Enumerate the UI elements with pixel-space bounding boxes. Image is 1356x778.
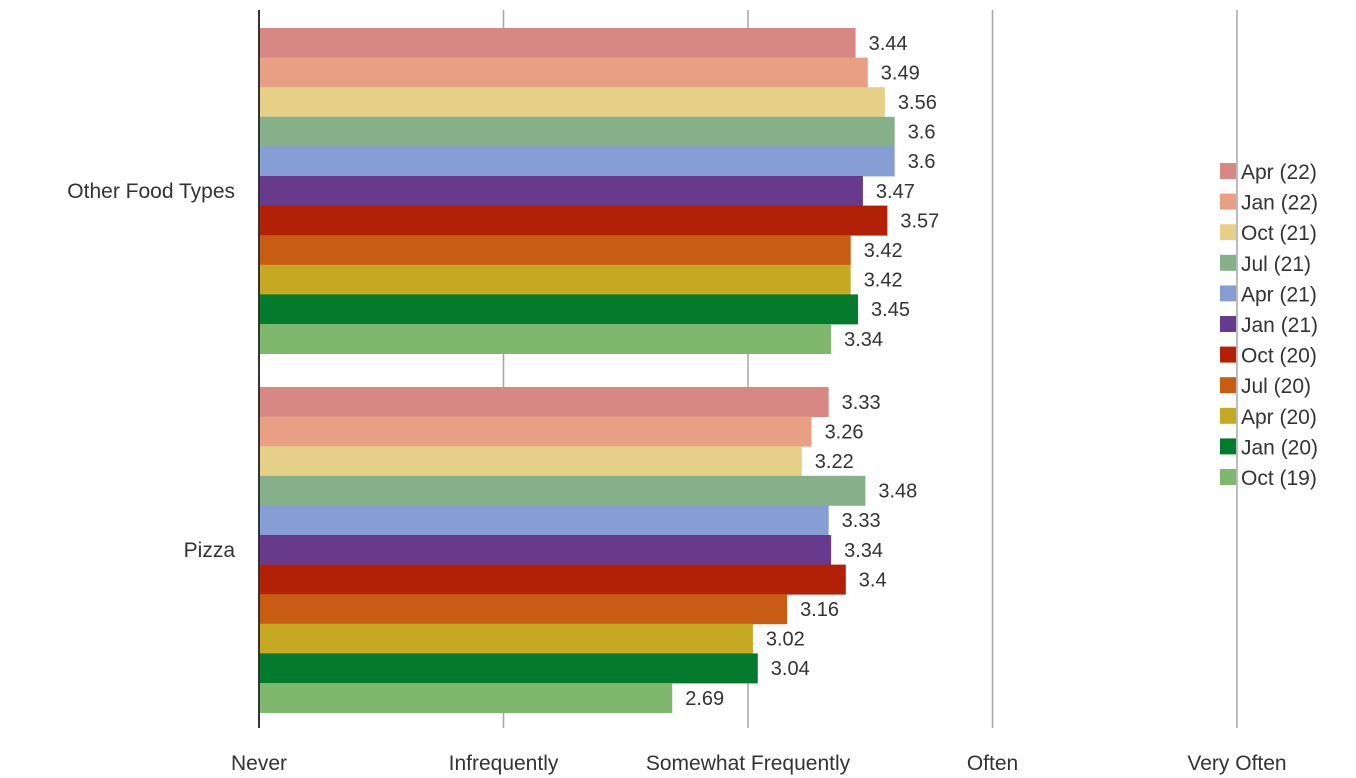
bar [259, 387, 829, 417]
legend-swatch [1220, 285, 1236, 302]
bar [259, 87, 885, 118]
bar [259, 535, 832, 565]
tick-label: Very Often [1187, 752, 1286, 775]
data-label: 3.56 [898, 92, 937, 114]
data-label: 3.6 [908, 151, 936, 173]
legend-label: Jan (20) [1241, 436, 1318, 459]
bar [259, 475, 866, 506]
bar [259, 446, 802, 477]
legend-swatch [1220, 224, 1236, 241]
bar [259, 146, 895, 177]
bar [259, 294, 859, 325]
bar [259, 594, 788, 625]
bar [259, 505, 829, 536]
bar [259, 235, 851, 266]
data-label: 3.49 [881, 62, 920, 84]
bar [259, 416, 812, 447]
bar [259, 28, 856, 58]
tick-label: Somewhat Frequently [646, 752, 851, 775]
legend-swatch [1220, 193, 1236, 210]
value-labels: 3.44 3.49 3.56 3.6 3.6 3.47 3.57 3.42 3.42 3.45 3.… [685, 33, 939, 710]
legend-label: Jul (21) [1241, 253, 1311, 276]
bar [259, 264, 851, 295]
bar [259, 57, 868, 88]
data-label: 3.33 [842, 510, 881, 532]
data-label: 3.57 [900, 210, 939, 232]
bar [259, 176, 863, 206]
legend-label: Jul (20) [1241, 375, 1311, 398]
data-label: 3.34 [844, 540, 883, 562]
bar [259, 564, 846, 595]
legend-swatch [1220, 438, 1236, 455]
data-label: 3.4 [859, 569, 887, 591]
tick-label: Often [967, 752, 1018, 775]
legend-label: Apr (20) [1241, 406, 1317, 429]
bar [259, 324, 832, 354]
bar [259, 116, 895, 147]
bar [259, 623, 753, 654]
data-label: 3.48 [878, 481, 917, 503]
legend-label: Apr (22) [1241, 161, 1317, 184]
data-label: 3.47 [876, 181, 915, 203]
data-label: 3.02 [766, 629, 805, 651]
legend-label: Oct (21) [1241, 222, 1317, 245]
legend-swatch [1220, 469, 1236, 485]
legend-label: Jan (21) [1241, 314, 1318, 337]
data-label: 3.6 [908, 122, 936, 144]
data-label: 3.16 [800, 599, 839, 621]
legend-swatch [1220, 407, 1236, 424]
data-label: 3.26 [825, 421, 864, 443]
data-label: 3.44 [869, 33, 908, 55]
legend: Apr (22) Jan (22) Oct (21) Jul (21) Apr (21)… [1220, 161, 1318, 490]
legend-label: Oct (20) [1241, 345, 1317, 368]
value-axis: Never Infrequently Somewhat Frequently Ofte… [231, 10, 1287, 775]
data-label: 3.34 [844, 329, 883, 351]
legend-label: Oct (19) [1241, 467, 1317, 490]
category-axis: Other Food Types Pizza [67, 180, 235, 562]
category-label: Other Food Types [67, 180, 235, 203]
data-label: 3.22 [815, 451, 854, 473]
bar [259, 653, 758, 684]
data-label: 2.69 [685, 688, 724, 710]
legend-swatch [1220, 163, 1236, 179]
legend-swatch [1220, 377, 1236, 394]
data-label: 3.04 [771, 658, 810, 680]
tick-label: Never [231, 752, 287, 775]
legend-swatch [1220, 316, 1236, 332]
category-label: Pizza [184, 539, 236, 562]
legend-label: Jan (22) [1241, 192, 1318, 215]
bar [259, 205, 888, 236]
data-label: 3.33 [842, 392, 881, 414]
tick-label: Infrequently [449, 752, 559, 775]
data-label: 3.42 [864, 270, 903, 292]
legend-swatch [1220, 346, 1236, 363]
legend-swatch [1220, 254, 1236, 271]
data-label: 3.45 [871, 299, 910, 321]
bars [259, 28, 895, 713]
bar [259, 683, 673, 713]
legend-label: Apr (21) [1241, 283, 1317, 306]
data-label: 3.42 [864, 240, 903, 262]
